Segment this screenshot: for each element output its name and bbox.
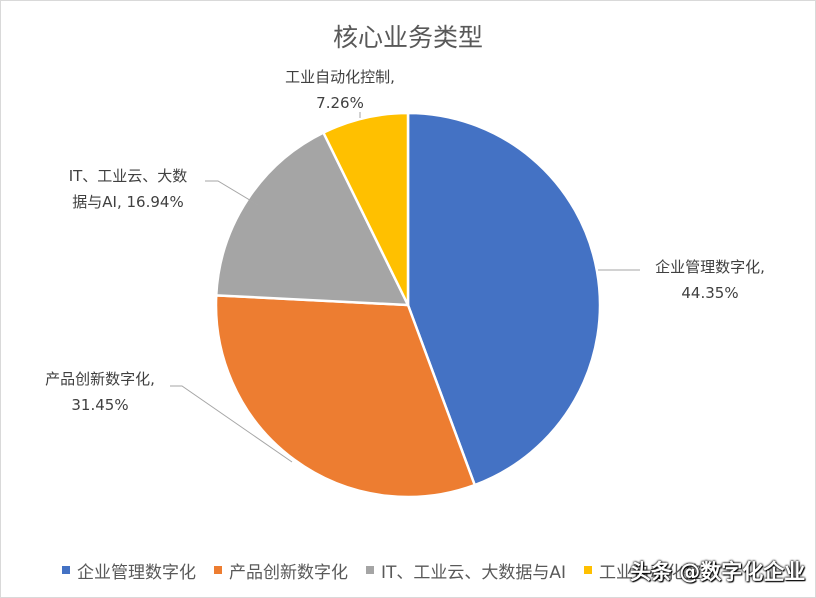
slice-enterprise-management (406, 111, 602, 487)
legend-label: 工业自动化控制 (599, 562, 719, 583)
legend-label: IT、工业云、大数据与AI (381, 562, 567, 583)
legend-swatch (214, 566, 222, 574)
legend-item-product-innovation: 产品创新数字化 (214, 558, 348, 583)
data-label: 据与AI, 16.94% (72, 193, 183, 211)
legend-label: 企业管理数字化 (77, 562, 196, 583)
legend-item-enterprise-management: 企业管理数字化 (62, 558, 196, 583)
legend-swatch (584, 566, 593, 574)
data-label: 工业自动化控制, (285, 68, 395, 86)
slice-industrial-automation (322, 111, 410, 307)
data-label: 产品创新数字化, (45, 370, 155, 388)
slice-it-cloud-bigdata-ai (214, 131, 410, 307)
legend-swatch (62, 566, 70, 574)
data-label: 31.45% (71, 396, 128, 414)
leader-line (170, 385, 293, 463)
slice-product-innovation (214, 294, 476, 499)
legend-item-it-cloud-bigdata-ai: IT、工业云、大数据与AI (366, 558, 566, 583)
data-label: IT、工业云、大数 (69, 167, 188, 185)
chart-legend: 企业管理数字化 产品创新数字化 IT、工业云、大数据与AI 工业自动化控制 (62, 558, 736, 583)
legend-swatch (366, 566, 374, 574)
legend-item-industrial-automation: 工业自动化控制 (584, 558, 718, 583)
legend-label: 产品创新数字化 (229, 562, 348, 583)
watermark: 头条 @数字化企业 (630, 560, 806, 584)
data-label: 7.26% (316, 94, 364, 112)
leader-line (205, 180, 259, 206)
chart-title: 核心业务类型 (332, 23, 483, 52)
data-label: 企业管理数字化, (655, 258, 765, 276)
data-label: 44.35% (681, 284, 738, 302)
